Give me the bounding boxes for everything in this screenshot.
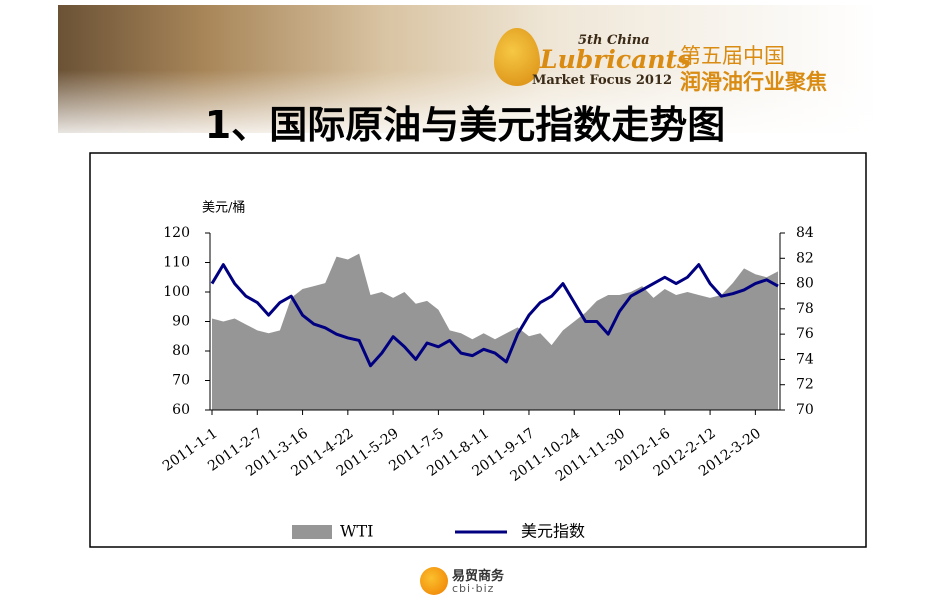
logo-name: Lubricants bbox=[540, 45, 692, 74]
area bbox=[212, 253, 778, 410]
legend-label: WTI bbox=[340, 522, 373, 541]
slide-title: 1、国际原油与美元指数走势图 bbox=[204, 103, 726, 147]
footer-domain: cbi·biz bbox=[452, 582, 495, 595]
y2-tick-label: 82 bbox=[796, 250, 814, 266]
y-tick-label: 90 bbox=[172, 314, 190, 330]
logo-sub: Market Focus 2012 bbox=[532, 73, 673, 88]
footer-logo bbox=[420, 567, 448, 595]
y2-tick-label: 76 bbox=[796, 326, 814, 342]
y-tick-label: 60 bbox=[172, 402, 190, 418]
event-name: 第五届中国 bbox=[680, 44, 785, 68]
y2-tick-label: 78 bbox=[796, 301, 814, 317]
y-tick-label: 80 bbox=[172, 343, 190, 359]
y2-tick-label: 70 bbox=[796, 402, 814, 418]
y-tick-label: 110 bbox=[163, 255, 190, 271]
logo-icon bbox=[494, 28, 540, 86]
footer-brand: 易贸商务 bbox=[452, 569, 505, 584]
chart-frame bbox=[89, 152, 867, 548]
logo-edition: 5th China bbox=[578, 33, 650, 48]
y-tick-label: 100 bbox=[163, 284, 190, 300]
y2-tick-label: 74 bbox=[796, 351, 814, 367]
event-name: 润滑油行业聚焦 bbox=[680, 70, 827, 94]
legend-swatch bbox=[292, 525, 332, 539]
y2-tick-label: 72 bbox=[796, 377, 814, 393]
legend-label: 美元指数 bbox=[521, 522, 585, 541]
y-tick-label: 70 bbox=[172, 373, 190, 389]
y-axis-label: 美元/桶 bbox=[202, 201, 245, 216]
y2-tick-label: 84 bbox=[796, 225, 814, 241]
y2-tick-label: 80 bbox=[796, 276, 814, 292]
y-tick-label: 120 bbox=[163, 225, 190, 241]
line bbox=[210, 263, 779, 368]
banner-fade bbox=[58, 70, 878, 133]
footer: 易贸商务 cbi·biz bbox=[420, 565, 540, 597]
